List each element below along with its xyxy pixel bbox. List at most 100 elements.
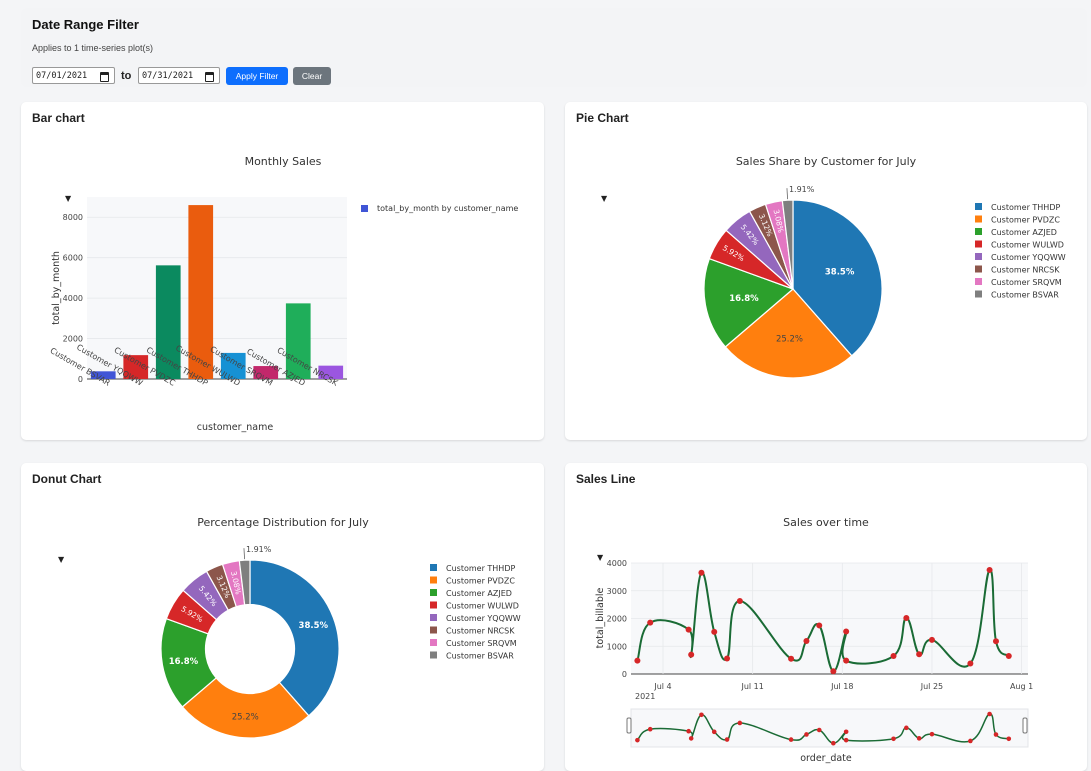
- data-point[interactable]: [1005, 652, 1012, 659]
- bar[interactable]: [253, 366, 279, 379]
- mini-data-point: [968, 738, 973, 744]
- bar[interactable]: [188, 205, 214, 379]
- y-tick-label: 2000: [63, 335, 83, 344]
- slice[interactable]: [181, 677, 310, 739]
- legend-swatch: [975, 203, 982, 210]
- slice-label: 1.91%: [246, 545, 272, 554]
- legend-label[interactable]: total_by_month by customer_name: [377, 204, 518, 213]
- bar[interactable]: [318, 365, 344, 379]
- label-leader-line: [786, 188, 788, 200]
- bar[interactable]: [285, 303, 311, 379]
- data-point[interactable]: [685, 626, 692, 633]
- range-slider-right-handle[interactable]: [1022, 717, 1028, 734]
- bar[interactable]: [155, 265, 181, 379]
- y-tick-label: 3000: [607, 587, 627, 596]
- slice[interactable]: [724, 288, 853, 379]
- y-tick-label: 1000: [607, 642, 627, 651]
- bar[interactable]: [123, 355, 149, 379]
- data-point[interactable]: [843, 628, 850, 635]
- apply-filter-button[interactable]: Apply Filter: [226, 67, 288, 85]
- legend-swatch: [975, 265, 982, 273]
- mini-data-point: [987, 711, 992, 717]
- legend-label[interactable]: Customer WULWD: [991, 241, 1064, 250]
- legend-label[interactable]: Customer SRQVM: [991, 278, 1062, 287]
- legend-label[interactable]: Customer NRCSK: [991, 266, 1060, 275]
- legend-label[interactable]: Customer THHDP: [446, 564, 515, 573]
- legend-label[interactable]: Customer BSVAR: [446, 652, 514, 661]
- data-point[interactable]: [928, 636, 935, 643]
- data-point[interactable]: [736, 598, 743, 605]
- donut-chart: ▼ Percentage Distribution for July 38.5%…: [58, 516, 521, 739]
- slice[interactable]: [792, 199, 883, 357]
- legend-label[interactable]: Customer BSVAR: [991, 291, 1059, 300]
- data-point[interactable]: [903, 614, 910, 621]
- bar-chart-card: Bar chart ▼ Monthly Sales 0 2000 4000 6000 8…: [21, 102, 544, 440]
- legend-label[interactable]: Customer THHDP: [991, 203, 1060, 212]
- data-point[interactable]: [647, 619, 654, 626]
- bar[interactable]: [90, 371, 116, 379]
- chart-menu-icon[interactable]: ▼: [65, 194, 72, 203]
- mini-data-point: [737, 720, 743, 726]
- slice-label: 25.2%: [776, 335, 803, 345]
- end-date-input[interactable]: 07/31/2021: [138, 67, 220, 84]
- legend-label[interactable]: Customer PVDZC: [446, 577, 515, 586]
- data-point[interactable]: [803, 637, 810, 644]
- calendar-icon[interactable]: [100, 72, 109, 82]
- card-title: Pie Chart: [576, 111, 629, 125]
- legend-label[interactable]: Customer AZJED: [446, 589, 512, 598]
- slice[interactable]: [781, 199, 794, 290]
- series-line[interactable]: [636, 568, 1010, 673]
- data-point[interactable]: [711, 628, 718, 635]
- filter-subtitle: Applies to 1 time-series plot(s): [32, 43, 154, 53]
- data-point[interactable]: [916, 651, 923, 658]
- mini-data-point: [647, 726, 653, 732]
- pie-chart: ▼ Sales Share by Customer for July 38.5%…: [601, 155, 1066, 379]
- slice[interactable]: [703, 257, 795, 348]
- slice-label: 1.91%: [789, 185, 815, 194]
- x-tick-label: Jul 25: [920, 682, 943, 691]
- data-point[interactable]: [688, 651, 695, 658]
- legend-label[interactable]: Customer SRQVM: [446, 639, 517, 648]
- slice-label: 16.8%: [169, 657, 199, 667]
- legend-label[interactable]: Customer YQQWW: [446, 614, 521, 623]
- chart-title: Percentage Distribution for July: [197, 516, 369, 529]
- data-point[interactable]: [890, 652, 897, 659]
- data-point[interactable]: [698, 569, 705, 576]
- legend-label[interactable]: Customer NRCSK: [446, 627, 515, 636]
- start-date-input[interactable]: 07/01/2021: [32, 67, 115, 84]
- data-point[interactable]: [843, 657, 850, 664]
- legend-swatch: [975, 215, 982, 223]
- legend-label[interactable]: Customer PVDZC: [991, 216, 1060, 225]
- y-tick-label: 2000: [607, 615, 627, 624]
- card-title: Donut Chart: [32, 472, 102, 486]
- data-point[interactable]: [724, 655, 731, 662]
- y-tick-label: 4000: [607, 559, 627, 568]
- slice[interactable]: [249, 559, 340, 717]
- mini-data-point: [686, 728, 691, 734]
- mini-data-point: [711, 729, 717, 735]
- y-axis-title: total_billable: [595, 587, 606, 648]
- legend-label[interactable]: Customer YQQWW: [991, 253, 1066, 262]
- slice-label: 16.8%: [729, 294, 759, 304]
- legend-label[interactable]: Customer WULWD: [446, 602, 519, 611]
- range-slider[interactable]: [630, 708, 1029, 748]
- data-point[interactable]: [634, 657, 641, 664]
- mini-data-point: [993, 732, 999, 737]
- range-slider-left-handle[interactable]: [626, 717, 632, 734]
- data-point[interactable]: [992, 638, 999, 645]
- chart-menu-icon[interactable]: ▼: [601, 194, 608, 203]
- data-point[interactable]: [816, 622, 823, 629]
- legend-label[interactable]: Customer AZJED: [991, 228, 1057, 237]
- clear-button[interactable]: Clear: [293, 67, 331, 85]
- data-point[interactable]: [788, 655, 795, 662]
- slice[interactable]: [238, 559, 251, 606]
- y-axis-title: total_by_month: [51, 251, 62, 325]
- bar[interactable]: [220, 352, 246, 379]
- chart-menu-icon[interactable]: ▼: [58, 555, 65, 564]
- data-point[interactable]: [986, 566, 993, 573]
- data-point[interactable]: [830, 668, 837, 675]
- x-axis-title: order_date: [800, 753, 852, 764]
- chart-menu-icon[interactable]: ▼: [597, 553, 604, 562]
- data-point[interactable]: [967, 660, 974, 667]
- calendar-icon[interactable]: [205, 72, 214, 82]
